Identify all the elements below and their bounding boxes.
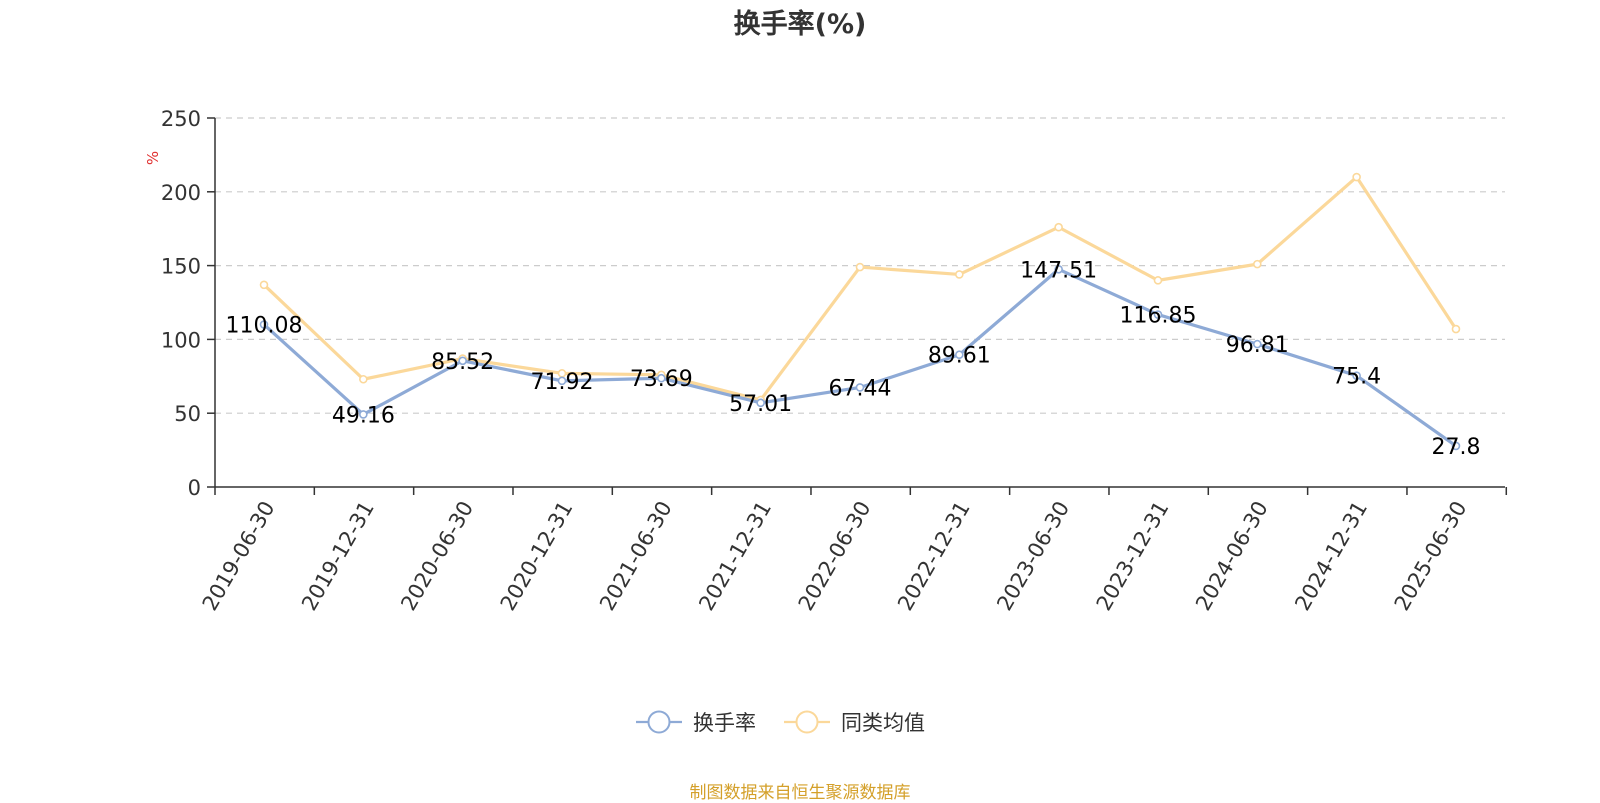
data-point xyxy=(756,398,765,408)
data-labels: 110.08 49.16 85.52 71.92 73.69 57.01 67.44 89.6… xyxy=(226,258,1481,460)
data-point xyxy=(1352,172,1361,182)
data-point xyxy=(1352,371,1361,381)
data-point xyxy=(359,410,368,419)
data-point xyxy=(1153,276,1163,285)
data-point xyxy=(359,374,368,384)
data-label: 71.92 xyxy=(530,370,593,395)
legend-circle-marker xyxy=(647,710,671,734)
data-label: 75.4 xyxy=(1332,365,1381,390)
x-tick-label: 2024-12-31 xyxy=(1290,497,1372,615)
data-point xyxy=(1153,310,1163,319)
y-tick-label: 150 xyxy=(161,255,201,279)
legend-label: 换手率 xyxy=(693,711,756,735)
x-tick-label: 2022-06-30 xyxy=(794,497,876,615)
x-tick-label: 2023-06-30 xyxy=(992,497,1074,615)
data-label: 116.85 xyxy=(1119,304,1196,329)
data-point xyxy=(1054,222,1063,232)
x-tick-label: 2019-06-30 xyxy=(198,497,280,615)
data-label: 27.8 xyxy=(1431,435,1480,460)
x-tick-label: 2019-12-31 xyxy=(297,497,379,615)
legend-label: 同类均值 xyxy=(841,711,925,735)
data-point xyxy=(1451,441,1461,451)
legend-circle-marker xyxy=(795,710,819,734)
x-tick-label: 2020-06-30 xyxy=(396,497,478,615)
chart-title: 换手率(%) xyxy=(733,9,867,40)
data-point xyxy=(1253,339,1262,349)
data-label: 49.16 xyxy=(332,403,395,428)
y-tick-label: 200 xyxy=(161,181,201,205)
data-point xyxy=(1054,264,1063,274)
data-label: 57.01 xyxy=(729,392,792,417)
data-point xyxy=(955,350,964,360)
x-tick-label: 2020-12-31 xyxy=(496,497,578,615)
x-tick-label: 2023-12-31 xyxy=(1092,497,1174,615)
data-label: 110.08 xyxy=(226,314,303,339)
data-point xyxy=(657,373,666,383)
x-tick-label: 2022-12-31 xyxy=(893,497,975,615)
data-point xyxy=(955,270,964,279)
data-label: 89.61 xyxy=(928,344,991,369)
data-label: 85.52 xyxy=(431,350,494,375)
data-label: 147.51 xyxy=(1020,258,1097,283)
data-point xyxy=(458,356,467,366)
series-lines xyxy=(259,172,1461,451)
x-tick-label: 2021-06-30 xyxy=(595,497,677,615)
legend-item-1[interactable]: 同类均值 xyxy=(784,710,925,735)
data-point xyxy=(1253,259,1262,269)
data-label: 96.81 xyxy=(1226,333,1289,358)
x-tick-label: 2024-06-30 xyxy=(1191,497,1273,615)
data-point xyxy=(1451,324,1461,334)
x-tick-label: 2021-12-31 xyxy=(694,497,776,615)
data-label: 73.69 xyxy=(630,367,693,392)
legend-item-0[interactable]: 换手率 xyxy=(636,710,756,735)
data-point xyxy=(855,383,865,392)
y-tick-label: 250 xyxy=(161,107,201,131)
y-tick-label: 0 xyxy=(188,476,201,500)
data-point xyxy=(557,376,567,386)
data-point xyxy=(259,280,269,290)
source-note: 制图数据来自恒生聚源数据库 xyxy=(689,783,911,803)
y-axis-unit-label: % xyxy=(144,151,162,165)
grid-lines xyxy=(215,117,1505,414)
y-tick-label: 100 xyxy=(161,328,201,352)
data-point xyxy=(259,320,269,329)
data-label: 67.44 xyxy=(828,376,891,401)
y-tick-label: 50 xyxy=(174,402,201,426)
legend[interactable]: 换手率 同类均值 xyxy=(636,710,925,735)
x-tick-label: 2025-06-30 xyxy=(1390,497,1472,615)
data-point xyxy=(855,262,865,272)
